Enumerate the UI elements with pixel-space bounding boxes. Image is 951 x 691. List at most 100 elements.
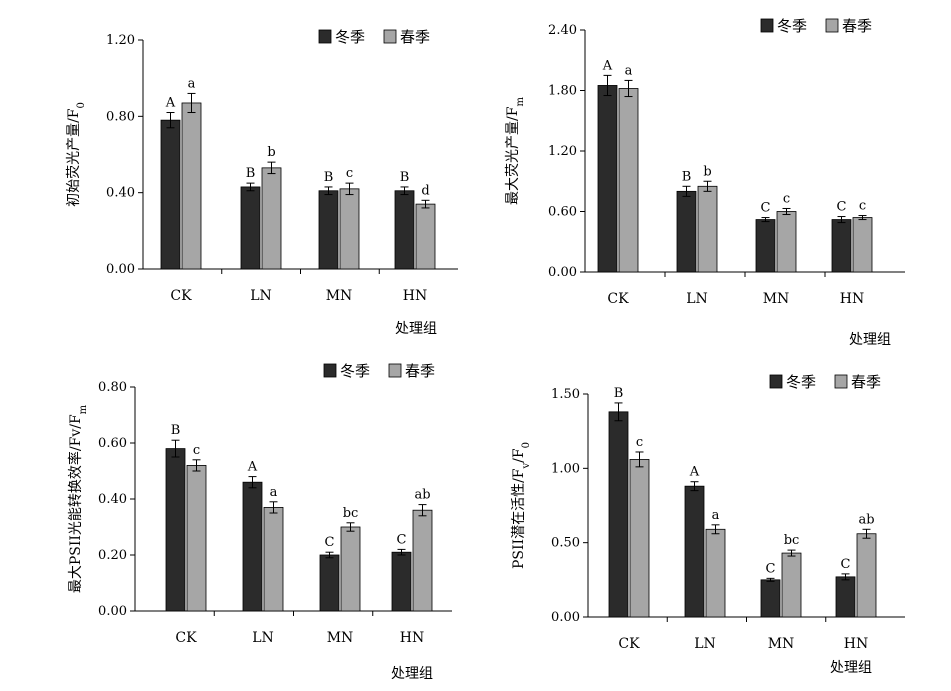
significance-label: A <box>689 465 700 480</box>
bar-mn-spring <box>340 526 361 612</box>
significance-label: bc <box>784 533 800 548</box>
significance-label: a <box>188 76 196 91</box>
significance-label: B <box>246 166 256 181</box>
y-tick-label: 0.50 <box>551 536 580 551</box>
legend-swatch-winter <box>323 363 337 378</box>
significance-label: d <box>421 183 429 198</box>
bar-ck-winter <box>608 411 629 618</box>
significance-label: C <box>397 532 407 547</box>
significance-label: B <box>682 169 692 184</box>
category-label: LN <box>686 291 708 307</box>
legend: 冬季 春季 <box>769 373 881 391</box>
category-label: LN <box>694 636 716 652</box>
bar-mn-winter <box>760 579 781 618</box>
y-tick-label: 0.80 <box>98 380 127 395</box>
significance-label: a <box>625 63 633 78</box>
y-tick-label: 1.80 <box>548 84 577 99</box>
bar-ck-spring <box>181 102 202 270</box>
bar-ck-winter <box>597 85 618 273</box>
bar-ck-spring <box>629 459 650 618</box>
y-tick-label: 0.00 <box>551 610 580 625</box>
chart-3: 0.00 0.20 0.40 0.60 0.80 Bc CK Aa LN Cbc MN Cab HN 处理… <box>67 380 452 682</box>
bar-mn-spring <box>776 211 797 273</box>
significance-label: B <box>171 423 181 438</box>
chart-4: 0.00 0.50 1.00 1.50 Bc CK Aa LN Cbc MN Cab HN 处理组 PSI… <box>511 386 905 676</box>
bar-hn-spring <box>415 203 436 270</box>
y-axis-label: PSII潜在活性/Fv/F0 <box>511 442 532 569</box>
legend-label-winter: 冬季 <box>786 373 816 391</box>
significance-label: c <box>783 191 790 206</box>
significance-label: b <box>703 164 711 179</box>
significance-label: C <box>325 535 335 550</box>
legend-swatch-spring <box>383 29 397 44</box>
significance-label: C <box>837 200 847 215</box>
bar-ck-spring <box>186 464 207 612</box>
y-axis-label: 初始荧光产量/F0 <box>65 102 87 207</box>
legend-label-winter: 冬季 <box>340 362 370 380</box>
category-label: HN <box>400 630 424 646</box>
legend-swatch-spring <box>825 18 839 33</box>
y-tick-label: 1.50 <box>551 387 580 402</box>
significance-label: C <box>761 201 771 216</box>
bar-ck-winter <box>165 448 186 612</box>
bar-mn-winter <box>318 190 339 270</box>
y-tick-label: 0.20 <box>98 548 127 563</box>
category-label: CK <box>618 636 640 652</box>
legend-label-spring: 春季 <box>405 362 435 380</box>
significance-label: B <box>614 386 624 401</box>
significance-label: ab <box>858 512 874 527</box>
y-tick-label: 2.40 <box>548 23 577 38</box>
y-axis-label: 最大PSII光能转换效率/Fv/Fm <box>67 404 89 593</box>
bar-hn-winter <box>391 551 412 612</box>
chart-2: 0.00 0.60 1.20 1.80 2.40 A a CK B b LN Cc MN C c HN 处理组 最… <box>504 23 905 348</box>
bar-ln-spring <box>261 167 282 270</box>
significance-label: C <box>841 557 851 572</box>
legend: 冬季 春季 <box>318 28 430 46</box>
y-axis-label: 最大荧光产量/Fm <box>504 97 526 205</box>
legend-swatch-winter <box>760 18 774 33</box>
bar-ln-winter <box>684 485 705 618</box>
category-label: HN <box>403 288 427 304</box>
bar-hn-spring <box>412 509 433 612</box>
y-tick-label: 1.20 <box>548 144 577 159</box>
bar-ln-spring <box>705 528 726 618</box>
significance-label: c <box>346 166 353 181</box>
significance-label: ab <box>414 488 430 503</box>
legend-swatch-spring <box>388 363 402 378</box>
bar-hn-spring <box>856 533 877 618</box>
category-label: LN <box>252 630 274 646</box>
category-label: CK <box>607 291 629 307</box>
significance-label: A <box>165 96 176 111</box>
significance-label: A <box>602 58 613 73</box>
legend: 冬季 春季 <box>323 362 435 380</box>
bar-mn-spring <box>781 552 802 618</box>
y-tick-label: 0.40 <box>98 492 127 507</box>
bar-ln-winter <box>676 190 697 273</box>
significance-label: A <box>247 460 258 475</box>
bar-hn-winter <box>835 576 856 618</box>
legend-label-spring: 春季 <box>851 373 881 391</box>
chart-1: 0.00 0.40 0.80 1.20 Aa CK Bb LN B c MN Bd HN 处理组 初始荧光产… <box>65 33 458 337</box>
significance-label: c <box>636 435 643 450</box>
category-label: LN <box>250 288 272 304</box>
bar-hn-winter <box>831 219 852 273</box>
category-label: MN <box>763 291 790 307</box>
category-label: HN <box>840 291 864 307</box>
significance-label: c <box>193 443 200 458</box>
y-tick-label: 1.20 <box>106 33 135 48</box>
bar-mn-winter <box>319 554 340 612</box>
category-label: CK <box>175 630 197 646</box>
legend-swatch-winter <box>318 29 332 44</box>
significance-label: a <box>270 485 278 500</box>
x-axis-label: 处理组 <box>849 332 891 348</box>
y-tick-label: 0.60 <box>98 436 127 451</box>
category-label: HN <box>844 636 868 652</box>
legend-label-winter: 冬季 <box>777 17 807 35</box>
legend-label-winter: 冬季 <box>335 28 365 46</box>
x-axis-label: 处理组 <box>391 666 433 682</box>
significance-label: B <box>400 170 410 185</box>
legend-swatch-spring <box>834 374 848 389</box>
y-tick-label: 0.00 <box>98 604 127 619</box>
bar-ck-spring <box>618 88 639 273</box>
